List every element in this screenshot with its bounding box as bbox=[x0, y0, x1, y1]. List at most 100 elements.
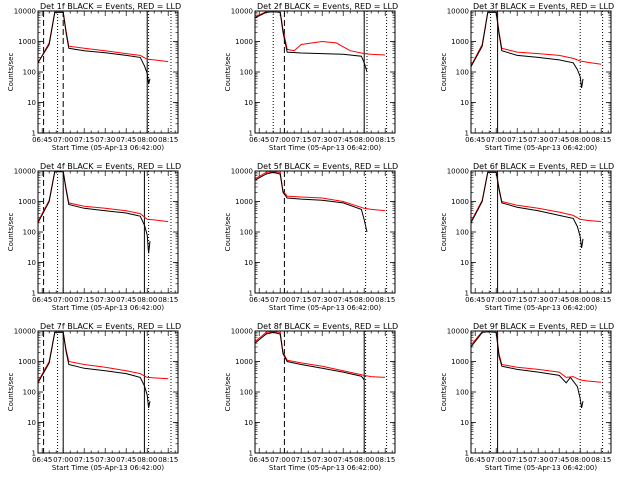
x-tick-label: 07:15 bbox=[74, 136, 94, 144]
y-tick-label: 10000 bbox=[14, 8, 36, 16]
y-tick-label: 100 bbox=[23, 69, 36, 77]
x-tick-label: 08:00 bbox=[354, 456, 374, 464]
x-tick-label: 07:30 bbox=[528, 136, 548, 144]
x-tick-label: 06:45 bbox=[465, 456, 485, 464]
chart-panel: Det 7f BLACK = Events, RED = LLD 1 10 100 10… bbox=[7, 322, 181, 472]
x-tick-label: 07:00 bbox=[486, 296, 506, 304]
chart-panel: Det 3f BLACK = Events, RED = LLD 1 10 100 10… bbox=[440, 2, 614, 152]
x-tick-label: 08:00 bbox=[570, 296, 590, 304]
y-tick-label: 10 bbox=[460, 259, 469, 267]
y-tick-label: 10 bbox=[27, 259, 36, 267]
series-line-lld bbox=[255, 171, 386, 212]
y-axis-label: Counts/sec bbox=[7, 53, 15, 92]
x-tick-label: 06:45 bbox=[32, 296, 52, 304]
y-tick-label: 10000 bbox=[14, 168, 36, 176]
y-tick-label: 100 bbox=[456, 69, 469, 77]
y-tick-label: 10 bbox=[460, 99, 469, 107]
series-line-lld bbox=[255, 331, 386, 378]
chart-panel: Det 1f BLACK = Events, RED = LLD 1 10 100 10… bbox=[7, 2, 181, 152]
x-tick-label: 07:45 bbox=[549, 296, 569, 304]
x-tick-label: 07:15 bbox=[507, 136, 527, 144]
x-axis-label: Start Time (05-Apr-13 06:42:00) bbox=[485, 144, 597, 152]
y-tick-label: 10 bbox=[27, 419, 36, 427]
y-tick-label: 100 bbox=[240, 389, 253, 397]
x-tick-label: 08:15 bbox=[375, 136, 395, 144]
y-tick-label: 1000 bbox=[235, 358, 253, 366]
chart-panel: Det 8f BLACK = Events, RED = LLD 1 10 100 10… bbox=[224, 322, 398, 472]
x-tick-label: 07:45 bbox=[549, 136, 569, 144]
x-tick-label: 07:30 bbox=[312, 136, 332, 144]
y-tick-label: 1 bbox=[249, 290, 253, 298]
y-tick-label: 10000 bbox=[231, 8, 253, 16]
panel-title: Det 5f BLACK = Events, RED = LLD bbox=[257, 162, 398, 171]
x-tick-label: 08:00 bbox=[354, 296, 374, 304]
plot-frame bbox=[254, 330, 396, 454]
y-tick-label: 10 bbox=[244, 419, 253, 427]
y-tick-label: 10000 bbox=[14, 328, 36, 336]
series-line-lld bbox=[471, 331, 602, 383]
x-tick-label: 07:45 bbox=[333, 296, 353, 304]
x-tick-label: 07:45 bbox=[116, 136, 136, 144]
x-tick-label: 06:45 bbox=[465, 136, 485, 144]
series-line-lld bbox=[38, 11, 169, 64]
plot-frame bbox=[470, 10, 612, 134]
x-tick-label: 07:45 bbox=[333, 136, 353, 144]
y-tick-label: 100 bbox=[456, 389, 469, 397]
series-line-lld bbox=[38, 171, 169, 223]
panel-title: Det 3f BLACK = Events, RED = LLD bbox=[473, 2, 614, 11]
series-line-events bbox=[38, 171, 151, 254]
x-tick-label: 07:30 bbox=[528, 296, 548, 304]
y-axis-label: Counts/sec bbox=[7, 213, 15, 252]
plot-frame bbox=[37, 330, 179, 454]
x-tick-label: 07:15 bbox=[74, 296, 94, 304]
x-tick-label: 07:30 bbox=[312, 296, 332, 304]
y-axis-label: Counts/sec bbox=[440, 213, 448, 252]
series-line-events bbox=[471, 171, 584, 248]
x-tick-label: 06:45 bbox=[465, 296, 485, 304]
y-tick-label: 1 bbox=[465, 450, 469, 458]
y-tick-label: 1000 bbox=[235, 198, 253, 206]
series-line-lld bbox=[38, 331, 169, 382]
y-tick-label: 100 bbox=[23, 229, 36, 237]
x-tick-label: 07:30 bbox=[95, 136, 115, 144]
y-axis-label: Counts/sec bbox=[440, 53, 448, 92]
x-tick-label: 07:45 bbox=[116, 296, 136, 304]
x-tick-label: 07:45 bbox=[333, 456, 353, 464]
series-line-events bbox=[38, 11, 151, 85]
x-tick-label: 08:15 bbox=[375, 456, 395, 464]
panel-title: Det 4f BLACK = Events, RED = LLD bbox=[40, 162, 181, 171]
y-tick-label: 10000 bbox=[231, 168, 253, 176]
chart-panel: Det 9f BLACK = Events, RED = LLD 1 10 100 10… bbox=[440, 322, 614, 472]
y-tick-label: 10 bbox=[27, 99, 36, 107]
panel-title: Det 8f BLACK = Events, RED = LLD bbox=[257, 322, 398, 331]
x-tick-label: 08:15 bbox=[591, 136, 611, 144]
x-tick-label: 08:00 bbox=[137, 456, 157, 464]
series-line-events bbox=[471, 11, 584, 88]
x-axis-label: Start Time (05-Apr-13 06:42:00) bbox=[485, 464, 597, 472]
x-tick-label: 07:00 bbox=[53, 136, 73, 144]
y-tick-label: 100 bbox=[23, 389, 36, 397]
x-axis-label: Start Time (05-Apr-13 06:42:00) bbox=[52, 304, 164, 312]
x-tick-label: 08:00 bbox=[354, 136, 374, 144]
plot-frame bbox=[37, 170, 179, 294]
y-tick-label: 100 bbox=[240, 69, 253, 77]
plot-frame bbox=[254, 170, 396, 294]
x-tick-label: 08:00 bbox=[137, 296, 157, 304]
x-tick-label: 07:15 bbox=[74, 456, 94, 464]
x-tick-label: 08:00 bbox=[570, 456, 590, 464]
chart-panel: Det 2f BLACK = Events, RED = LLD 1 10 100 10… bbox=[224, 2, 398, 152]
x-tick-label: 08:00 bbox=[570, 136, 590, 144]
chart-panel: Det 6f BLACK = Events, RED = LLD 1 10 100 10… bbox=[440, 162, 614, 312]
x-axis-label: Start Time (05-Apr-13 06:42:00) bbox=[269, 464, 381, 472]
y-tick-label: 10 bbox=[244, 259, 253, 267]
x-tick-label: 07:15 bbox=[291, 456, 311, 464]
x-tick-label: 07:30 bbox=[95, 296, 115, 304]
x-tick-label: 08:15 bbox=[158, 136, 178, 144]
x-tick-label: 07:45 bbox=[549, 456, 569, 464]
y-tick-label: 10000 bbox=[231, 328, 253, 336]
x-axis-label: Start Time (05-Apr-13 06:42:00) bbox=[269, 304, 381, 312]
x-tick-label: 08:15 bbox=[591, 296, 611, 304]
y-axis-label: Counts/sec bbox=[224, 213, 232, 252]
plot-frame bbox=[37, 10, 179, 134]
